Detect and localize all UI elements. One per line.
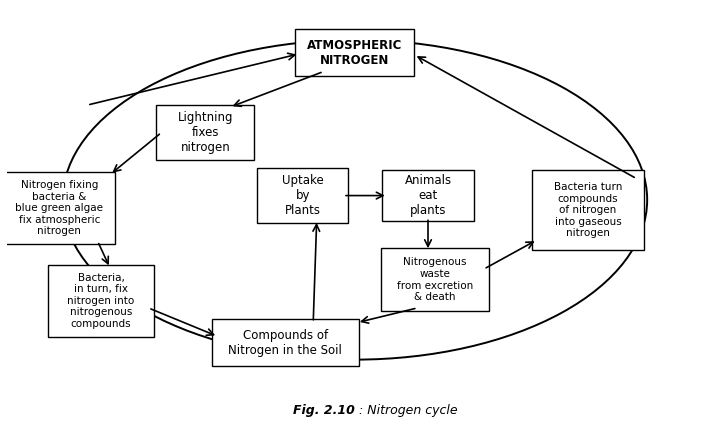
- FancyBboxPatch shape: [4, 172, 115, 244]
- Text: Bacteria,
in turn, fix
nitrogen into
nitrogenous
compounds: Bacteria, in turn, fix nitrogen into nit…: [67, 272, 134, 329]
- FancyBboxPatch shape: [532, 170, 644, 251]
- FancyBboxPatch shape: [382, 170, 474, 221]
- Text: Lightning
fixes
nitrogen: Lightning fixes nitrogen: [177, 111, 233, 154]
- Text: Bacteria turn
compounds
of nitrogen
into gaseous
nitrogen: Bacteria turn compounds of nitrogen into…: [554, 182, 622, 239]
- FancyBboxPatch shape: [212, 320, 358, 366]
- Text: Nitrogen fixing
bacteria &
blue green algae
fix atmospheric
nitrogen: Nitrogen fixing bacteria & blue green al…: [16, 180, 103, 236]
- Text: : Nitrogen cycle: : Nitrogen cycle: [355, 405, 457, 417]
- FancyBboxPatch shape: [296, 29, 414, 76]
- Text: Uptake
by
Plants: Uptake by Plants: [282, 174, 324, 217]
- FancyBboxPatch shape: [49, 265, 153, 337]
- Text: Nitrogenous
waste
from excretion
& death: Nitrogenous waste from excretion & death: [397, 257, 473, 302]
- Text: Fig. 2.10: Fig. 2.10: [293, 405, 355, 417]
- FancyBboxPatch shape: [257, 168, 349, 223]
- Text: ATMOSPHERIC
NITROGEN: ATMOSPHERIC NITROGEN: [308, 39, 403, 66]
- Text: Compounds of
Nitrogen in the Soil: Compounds of Nitrogen in the Soil: [228, 329, 342, 357]
- Text: Animals
eat
plants: Animals eat plants: [404, 174, 452, 217]
- FancyBboxPatch shape: [380, 248, 489, 311]
- FancyBboxPatch shape: [156, 105, 255, 160]
